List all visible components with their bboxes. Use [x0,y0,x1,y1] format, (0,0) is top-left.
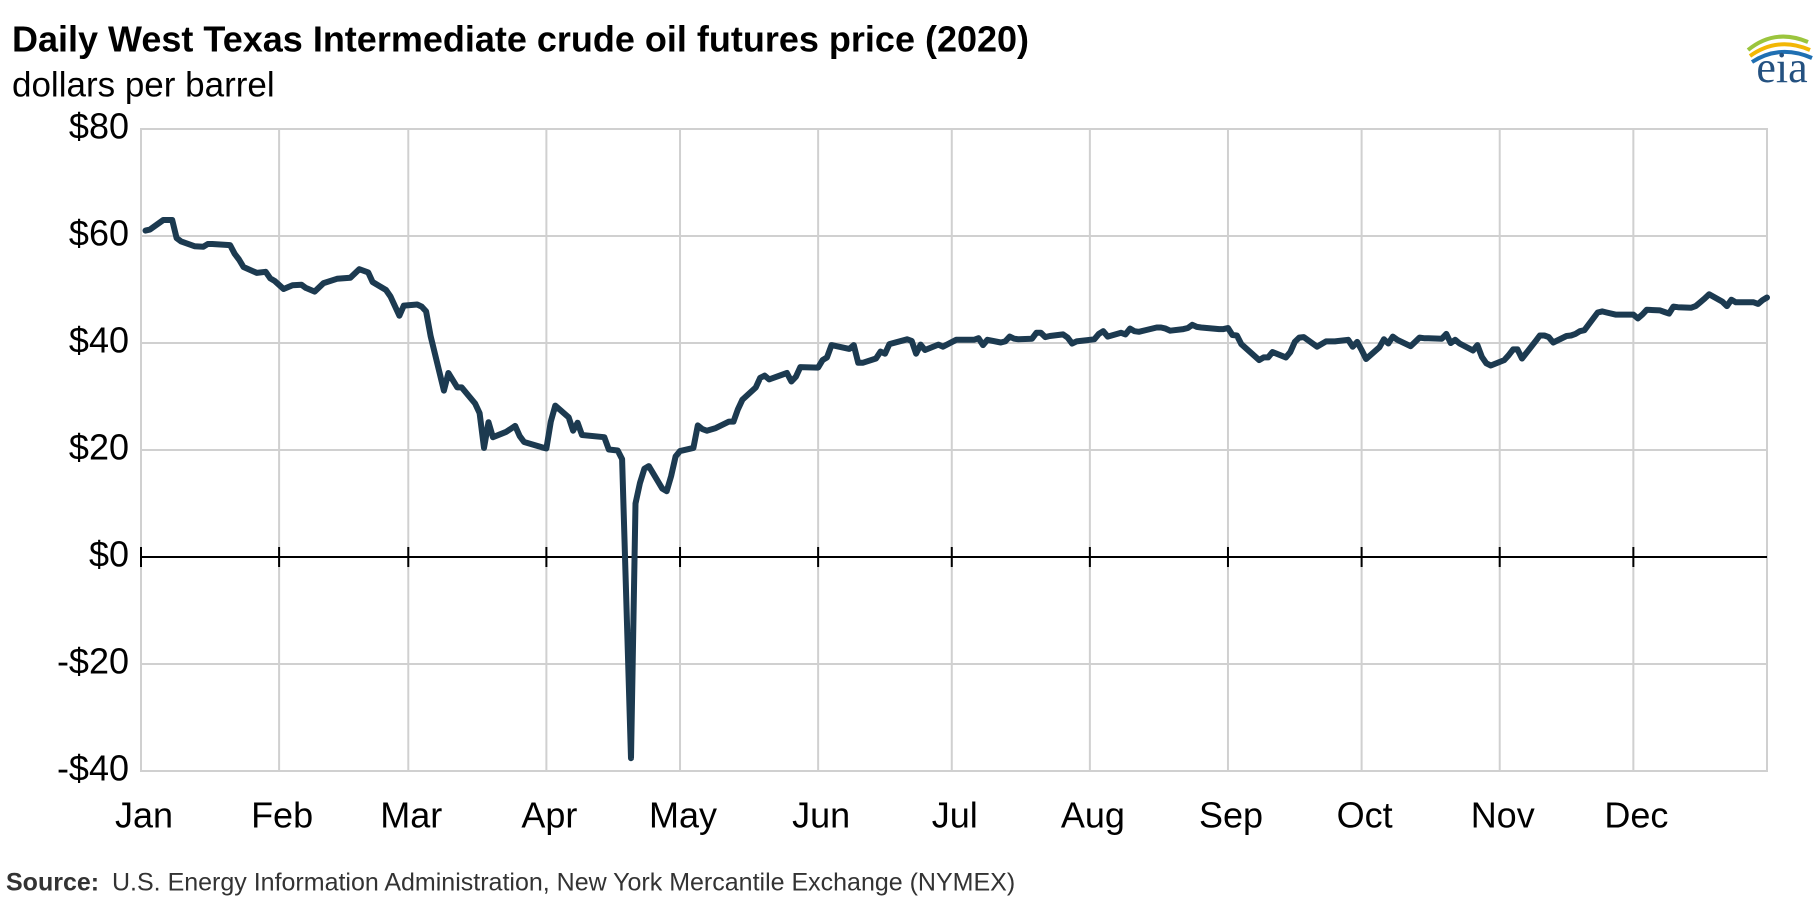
logo: eia [1746,34,1813,92]
y-tick-label: $20 [69,427,129,468]
x-tick-label: Oct [1337,795,1393,836]
x-tick-label: Feb [251,795,313,836]
chart-title: Daily West Texas Intermediate crude oil … [12,19,1029,60]
x-tick-label: Dec [1604,795,1668,836]
x-tick-label: May [649,795,717,836]
logo-text: eia [1756,43,1807,92]
y-tick-label: $40 [69,320,129,361]
x-tick-label: Nov [1471,795,1535,836]
x-tick-label: Jun [792,795,850,836]
x-tick-label: Jan [115,795,173,836]
x-tick-label: Mar [380,795,442,836]
y-tick-label: $0 [89,534,129,575]
y-tick-label: $60 [69,213,129,254]
x-tick-label: Jul [932,795,978,836]
chart-subtitle: dollars per barrel [12,65,275,104]
x-tick-label: Apr [521,795,577,836]
x-tick-label: Sep [1199,795,1263,836]
logo-arc [1750,49,1813,64]
y-tick-label: $80 [69,106,129,147]
y-tick-label: -$40 [57,748,129,789]
y-tick-label: -$20 [57,641,129,682]
logo-arc [1746,34,1809,52]
price-line [142,217,1770,762]
logo-arc [1748,42,1811,58]
x-tick-label: Aug [1061,795,1125,836]
source-text: U.S. Energy Information Administration, … [112,869,1015,897]
source-label: Source: [6,869,99,897]
